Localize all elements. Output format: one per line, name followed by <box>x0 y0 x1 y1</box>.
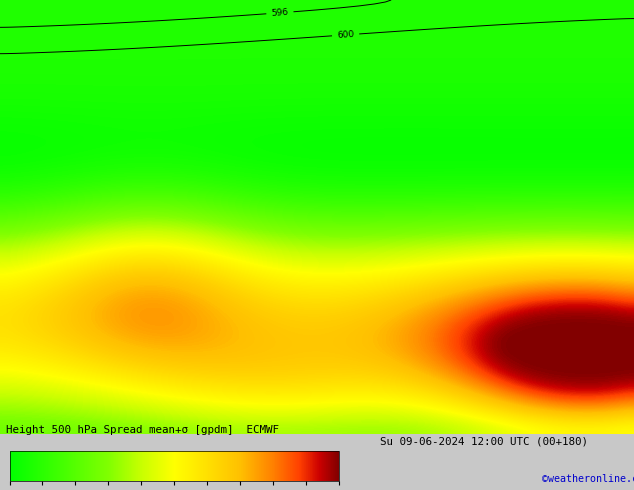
Text: Su 09-06-2024 12:00 UTC (00+180): Su 09-06-2024 12:00 UTC (00+180) <box>380 437 588 447</box>
Text: 600: 600 <box>337 30 354 40</box>
Text: ©weatheronline.co.uk: ©weatheronline.co.uk <box>542 474 634 484</box>
Text: 596: 596 <box>271 8 289 18</box>
Text: Height 500 hPa Spread mean+σ [gpdm]  ECMWF: Height 500 hPa Spread mean+σ [gpdm] ECMW… <box>6 425 280 435</box>
